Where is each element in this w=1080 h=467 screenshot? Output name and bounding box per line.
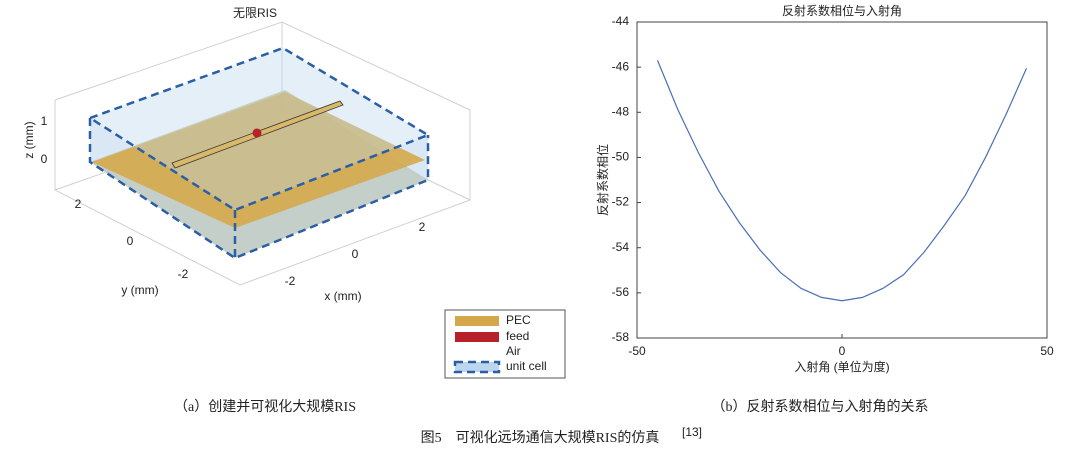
chart-title: 反射系数相位与入射角: [782, 3, 902, 18]
y-tick: 2: [75, 197, 82, 211]
x-label: x (mm): [324, 289, 361, 303]
plot-frame: [636, 21, 1048, 339]
panel-title: 无限RIS: [233, 6, 277, 20]
panel-a: 无限RIS z (mm) 1 0 2 0 -2 y (mm) -2 0 2 x …: [22, 6, 566, 379]
x-tick-label: 0: [839, 344, 846, 358]
unit-cell-top: [87, 46, 431, 212]
y-tick-label: -58: [612, 330, 630, 344]
y-tick: 0: [127, 234, 134, 248]
y-tick-label: -44: [612, 14, 630, 28]
legend-text: unit cell: [506, 359, 547, 373]
legend: PEC feed Air unit cell: [444, 309, 566, 379]
y-tick-label: -46: [612, 59, 630, 73]
x-tick-label: -50: [628, 344, 646, 358]
z-tick: 1: [41, 114, 48, 128]
line: [656, 60, 1028, 302]
unit-cell: [87, 46, 431, 260]
legend-text: PEC: [506, 313, 531, 327]
unit-cell-edge: [88, 118, 430, 260]
legend-swatch: [455, 332, 499, 342]
y-label: y (mm): [121, 283, 158, 297]
x-tick: 2: [419, 220, 426, 234]
figure-caption: 图5 可视化远场通信大规模RIS的仿真: [421, 430, 660, 446]
caption: （a）创建并可视化大规模RIS: [174, 399, 356, 415]
y-tick-label: -56: [612, 285, 630, 299]
y-tick-label: -54: [612, 240, 630, 254]
legend-swatch: [455, 316, 499, 326]
y-tick-label: -50: [612, 150, 630, 164]
x-tick: 0: [352, 247, 359, 261]
caption: （b）反射系数相位与入射角的关系: [712, 399, 929, 415]
y-tick: -2: [178, 267, 189, 281]
pec: [92, 92, 425, 228]
y-axis-label: 反射系数相位: [595, 144, 610, 216]
feed: [252, 128, 262, 138]
y-tick-label: -52: [612, 195, 630, 209]
legend-swatch: [453, 360, 501, 374]
x-tick-label: 50: [1040, 344, 1054, 358]
reference: [13]: [682, 425, 702, 439]
y-tick-label: -48: [612, 104, 630, 118]
x-tick: -2: [285, 274, 296, 288]
z-tick: 0: [41, 152, 48, 166]
x-axis-label: 入射角 (单位为度): [794, 359, 889, 374]
z-label: z (mm): [22, 121, 36, 158]
legend-text: Air: [506, 344, 521, 358]
legend-text: feed: [506, 329, 529, 343]
